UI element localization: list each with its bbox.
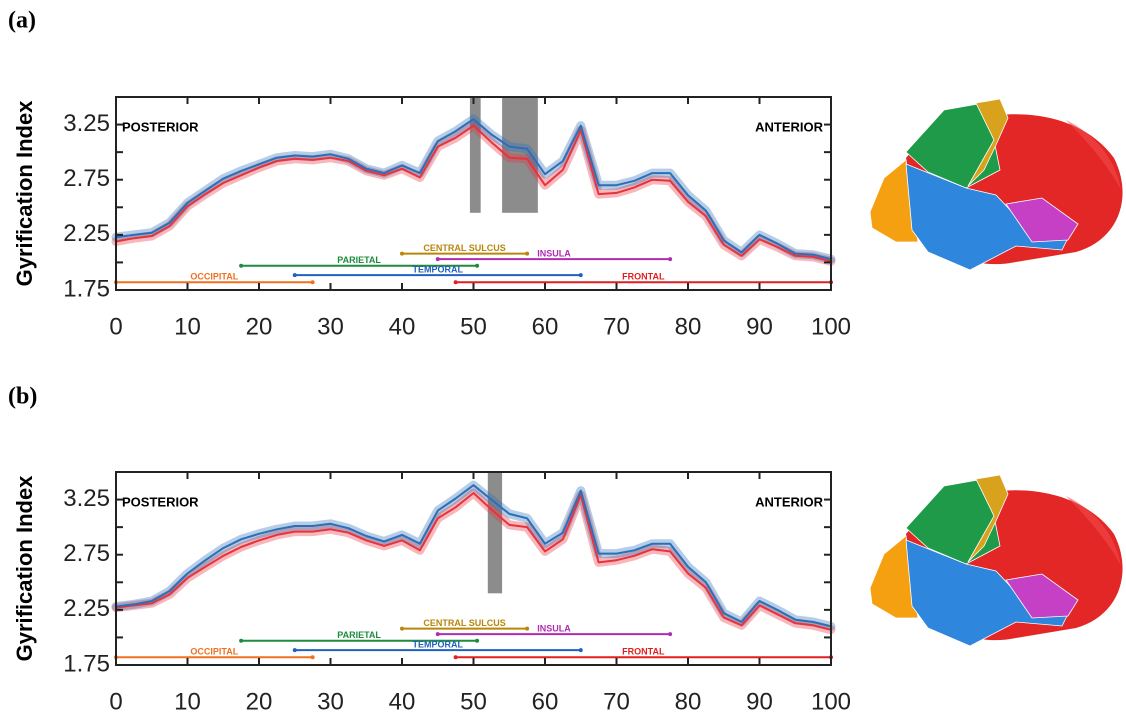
region-end [668, 632, 673, 637]
y-axis-label: Gyrification Index [12, 475, 37, 662]
significance-region [469, 97, 481, 213]
region-end [525, 251, 530, 256]
x-tick-label: 40 [389, 688, 416, 715]
region-label: INSULA [537, 623, 571, 633]
x-tick-label: 30 [317, 313, 344, 340]
region-end [435, 257, 440, 262]
x-tick-label: 80 [675, 313, 702, 340]
x-tick-label: 30 [317, 688, 344, 715]
x-tick-label: 80 [675, 688, 702, 715]
region-label: TEMPORAL [413, 264, 464, 274]
y-axis-label: Gyrification Index [12, 100, 37, 287]
panel-label: (a) [8, 8, 36, 34]
x-tick-label: 70 [603, 313, 630, 340]
region-label: PARIETAL [337, 630, 381, 640]
x-tick-label: 100 [811, 313, 851, 340]
region-end [400, 626, 404, 631]
region-label: FRONTAL [622, 272, 665, 282]
x-tick-label: 60 [532, 313, 559, 340]
x-tick-label: 20 [246, 313, 273, 340]
series-line [115, 484, 832, 628]
significance-region [487, 472, 503, 594]
x-tick-label: 40 [389, 313, 416, 340]
region-end [310, 280, 315, 285]
region-end [668, 257, 673, 262]
series-line [115, 492, 832, 631]
region-end [435, 632, 440, 637]
region-end [475, 263, 480, 268]
y-tick-label: 3.25 [63, 110, 110, 137]
region-label: CENTRAL SULCUS [423, 618, 505, 628]
region-end [475, 638, 480, 643]
region-label: OCCIPITAL [190, 272, 238, 282]
x-tick-label: 0 [109, 313, 122, 340]
x-tick-label: 10 [174, 313, 201, 340]
y-tick-label: 2.75 [63, 165, 110, 192]
region-end [239, 263, 244, 268]
x-tick-label: 70 [603, 688, 630, 715]
region-label: PARIETAL [337, 255, 381, 265]
region-label: INSULA [537, 248, 571, 258]
y-tick-label: 1.75 [63, 275, 110, 302]
region-end [453, 280, 458, 285]
region-end [239, 638, 244, 643]
y-tick-label: 2.25 [63, 595, 110, 622]
region-end [578, 273, 583, 278]
y-tick-label: 2.25 [63, 220, 110, 247]
series-line [115, 124, 832, 263]
series-line [115, 118, 832, 261]
x-tick-label: 90 [746, 313, 773, 340]
y-tick-label: 2.75 [63, 540, 110, 567]
x-tick-label: 50 [460, 313, 487, 340]
y-tick-label: 1.75 [63, 650, 110, 677]
x-tick-label: 60 [532, 688, 559, 715]
annotation: POSTERIOR [122, 494, 199, 509]
annotation: ANTERIOR [755, 119, 824, 134]
panel-label: (b) [8, 384, 37, 410]
region-end [292, 273, 297, 278]
brain-image [869, 474, 1123, 647]
region-end [310, 655, 315, 660]
region-end [453, 655, 458, 660]
region-end [578, 648, 583, 653]
y-tick-label: 3.25 [63, 485, 110, 512]
region-label: OCCIPITAL [190, 647, 238, 657]
region-label: CENTRAL SULCUS [423, 243, 505, 253]
x-tick-label: 90 [746, 688, 773, 715]
region-end [400, 251, 404, 256]
region-label: TEMPORAL [413, 639, 464, 649]
region-label: FRONTAL [622, 647, 665, 657]
x-tick-label: 10 [174, 688, 201, 715]
x-tick-label: 50 [460, 688, 487, 715]
axes-frame [115, 471, 832, 666]
annotation: ANTERIOR [755, 494, 824, 509]
annotation: POSTERIOR [122, 119, 199, 134]
brain-image [869, 98, 1123, 271]
x-tick-label: 0 [109, 688, 122, 715]
region-end [292, 648, 297, 653]
x-tick-label: 20 [246, 688, 273, 715]
x-tick-label: 100 [811, 688, 851, 715]
region-end [525, 626, 530, 631]
